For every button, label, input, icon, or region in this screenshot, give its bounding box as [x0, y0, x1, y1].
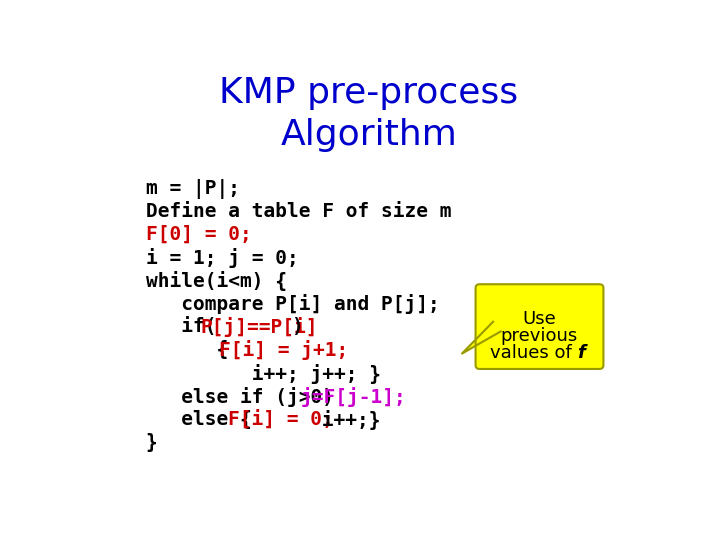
Text: }: } — [145, 433, 158, 452]
Text: i++; j++; }: i++; j++; } — [145, 363, 381, 383]
Text: F[i] = 0;: F[i] = 0; — [228, 410, 333, 429]
Text: f: f — [577, 343, 585, 362]
Text: F[0] = 0;: F[0] = 0; — [145, 225, 251, 244]
Text: values of: values of — [490, 343, 577, 362]
Text: m = |P|;: m = |P|; — [145, 179, 240, 199]
Text: while(i<m) {: while(i<m) { — [145, 271, 287, 291]
Text: else {: else { — [145, 410, 251, 429]
Text: F[i] = j+1;: F[i] = j+1; — [219, 340, 348, 361]
Text: ): ) — [292, 318, 303, 336]
Text: if(: if( — [145, 318, 216, 336]
Text: previous: previous — [501, 327, 578, 345]
Polygon shape — [462, 322, 500, 354]
Text: compare P[i] and P[j];: compare P[i] and P[j]; — [145, 294, 439, 314]
Text: {: { — [145, 340, 240, 360]
Text: i++;}: i++;} — [310, 410, 380, 430]
Text: Define a table F of size m: Define a table F of size m — [145, 202, 451, 221]
Text: else if (j>0): else if (j>0) — [145, 387, 346, 407]
Text: Use: Use — [523, 309, 557, 328]
Text: i = 1; j = 0;: i = 1; j = 0; — [145, 248, 299, 268]
Text: j=F[j-1];: j=F[j-1]; — [301, 387, 406, 407]
FancyBboxPatch shape — [476, 284, 603, 369]
Text: KMP pre-process
Algorithm: KMP pre-process Algorithm — [220, 76, 518, 152]
Text: P[j]==P[i]: P[j]==P[i] — [200, 318, 318, 338]
